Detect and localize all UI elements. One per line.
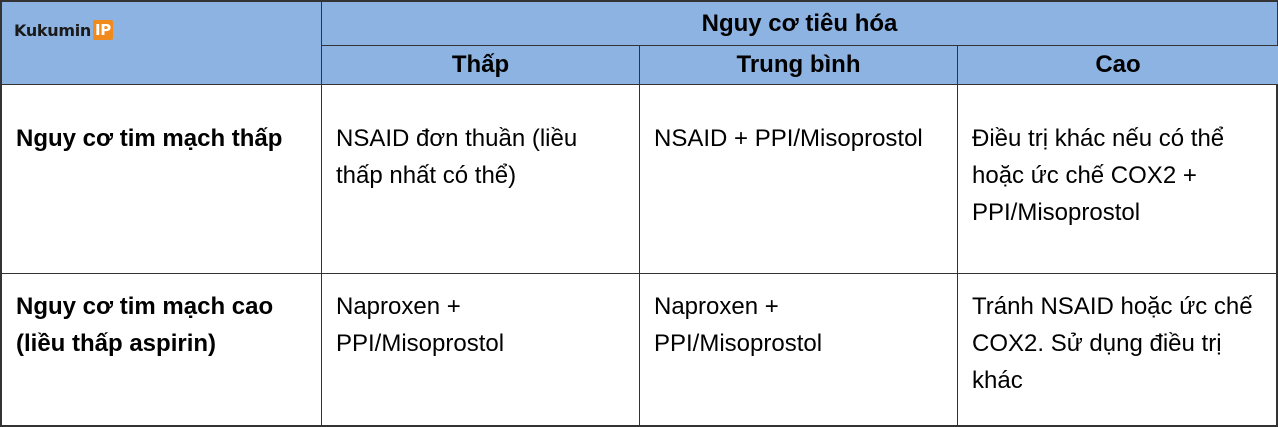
column-header-label: Trung bình [736, 51, 861, 78]
corner-cell [2, 2, 322, 85]
column-header-low: Thấp [322, 46, 640, 85]
column-header-label: Thấp [451, 51, 510, 78]
kukumin-logo: Kukumin IP [14, 20, 113, 40]
logo-badge: IP [93, 20, 113, 40]
cell-text: NSAID đơn thuần (liều thấp nhất có thể) [336, 125, 578, 189]
cell-text: Naproxen + PPI/Misoprostol [654, 293, 823, 357]
group-header: Nguy cơ tiêu hóa [322, 2, 1278, 46]
column-header-medium: Trung bình [640, 46, 958, 85]
row-label-high-cardio: Nguy cơ tim mạch cao (liều thấp aspirin) [2, 274, 322, 425]
table-cell: Naproxen + PPI/Misoprostol [640, 274, 958, 425]
table-cell: Điều trị khác nếu có thể hoặc ức chế COX… [958, 85, 1278, 274]
group-header-label: Nguy cơ tiêu hóa [701, 9, 898, 37]
table-cell: NSAID + PPI/Misoprostol [640, 85, 958, 274]
cell-text: NSAID + PPI/Misoprostol [654, 125, 923, 152]
logo-text: Kukumin [14, 20, 91, 40]
cell-text: Điều trị khác nếu có thể hoặc ức chế COX… [972, 125, 1225, 226]
row-label-text: Nguy cơ tim mạch thấp [16, 125, 283, 152]
table-cell: Tránh NSAID hoặc ức chế COX2. Sử dụng đi… [958, 274, 1278, 425]
row-label-low-cardio: Nguy cơ tim mạch thấp [2, 85, 322, 274]
table-cell: NSAID đơn thuần (liều thấp nhất có thể) [322, 85, 640, 274]
cell-text: Naproxen + PPI/Misoprostol [336, 293, 505, 357]
cell-text: Tránh NSAID hoặc ức chế COX2. Sử dụng đi… [972, 293, 1253, 394]
column-header-label: Cao [1095, 51, 1141, 78]
column-header-high: Cao [958, 46, 1278, 85]
table-cell: Naproxen + PPI/Misoprostol [322, 274, 640, 425]
row-label-text: Nguy cơ tim mạch cao (liều thấp aspirin) [16, 293, 274, 357]
